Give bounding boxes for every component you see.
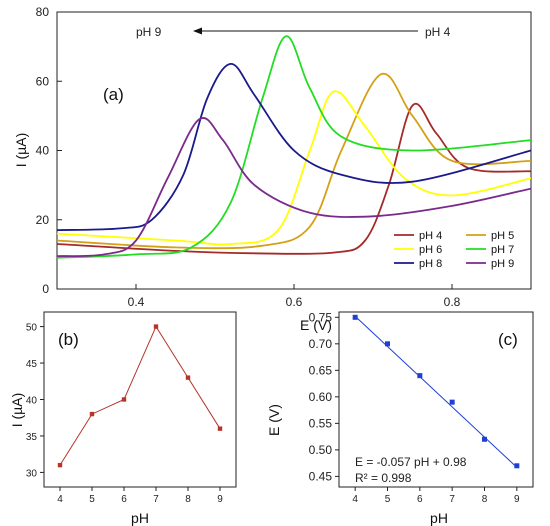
legend-label-ph-8: pH 8 [419, 258, 442, 270]
panel-c-point [385, 341, 390, 347]
series-line-ph-8 [57, 63, 531, 231]
legend-label-ph-9: pH 9 [491, 258, 514, 270]
legend-label-ph-6: pH 6 [419, 244, 442, 256]
panel-b-ylabel: I (µA) [9, 393, 25, 428]
panel-c-xtick-label: 7 [449, 494, 455, 505]
panel-c-ytick-label: 0.45 [309, 469, 333, 483]
panel-c-ytick-label: 0.75 [309, 310, 333, 324]
series-line-ph-7 [57, 35, 531, 259]
panel-b-ytick-label: 30 [26, 468, 38, 479]
series-line-ph-9 [57, 117, 531, 258]
panel-c-xlabel: pH [430, 510, 448, 526]
panel-c-title: E (V) [300, 317, 332, 333]
panel-b-ytick-label: 50 [26, 323, 38, 334]
panel-a-legend: pH 4 pH 5 pH 6 pH 7 pH 8 pH 9 [394, 230, 514, 270]
panel-b-xtick-label: 6 [121, 494, 127, 505]
panel-c-point [482, 436, 487, 442]
panel-a-ytick-label: 20 [36, 213, 50, 227]
panel-a: (a) I (µA) pH 9 pH 4 0 20 40 60 80 0.4 0.6 0.8 p… [13, 5, 532, 309]
panel-c-point [449, 399, 455, 405]
panel-b-ytick-label: 35 [26, 432, 38, 443]
panel-c-fit-line [354, 315, 518, 468]
annotation-left-label: pH 9 [136, 25, 162, 39]
fit-r2: R² = 0.998 [355, 471, 412, 485]
panel-b-point [185, 375, 191, 380]
panel-a-xtick-label: 0.4 [128, 295, 145, 309]
panel-b-point [89, 411, 95, 417]
panel-b-ytick-label: 40 [26, 396, 38, 407]
panel-b-xtick-label: 5 [89, 494, 95, 505]
series-line-ph-6 [57, 90, 531, 246]
annotation-arrow-head [193, 27, 202, 35]
panel-a-label: (a) [103, 85, 124, 104]
panel-b-xtick-label: 8 [185, 494, 191, 505]
panel-a-ylabel: I (µA) [13, 133, 29, 168]
panel-c-ylabel: E (V) [266, 404, 282, 436]
panel-a-ytick-label: 40 [36, 144, 50, 158]
panel-b-xlabel: pH [131, 510, 149, 526]
panel-a-ytick-label: 60 [36, 74, 50, 88]
series-line-ph-4 [57, 102, 531, 255]
legend-label-ph-4: pH 4 [419, 230, 442, 242]
panel-c-ytick-label: 0.55 [309, 416, 333, 430]
annotation-right-label: pH 4 [425, 25, 451, 39]
series-line-ph-5 [57, 72, 531, 250]
panel-a-ytick-label: 80 [36, 5, 50, 19]
panel-c-point [417, 373, 423, 379]
panel-c-point [514, 463, 520, 469]
panel-c-frame [338, 311, 534, 488]
panel-b-xtick-label: 7 [153, 494, 159, 505]
legend-label-ph-7: pH 7 [491, 244, 514, 256]
panel-c: (c) E (V) E (V) pH E = -0.057 pH + 0.98 … [266, 310, 534, 526]
panel-b-point [57, 462, 63, 468]
panel-c-ytick-label: 0.70 [309, 337, 333, 351]
panel-b-point [153, 324, 159, 329]
panel-b-point [121, 397, 127, 402]
panel-b-label: (b) [58, 330, 79, 349]
panel-c-xtick-label: 4 [352, 494, 358, 505]
fit-equation: E = -0.057 pH + 0.98 [355, 455, 467, 469]
panel-c-point [352, 314, 358, 320]
panel-c-xtick-label: 9 [514, 494, 520, 505]
legend-label-ph-5: pH 5 [491, 230, 514, 242]
panel-b-xtick-label: 4 [57, 494, 63, 505]
panel-c-ytick-label: 0.60 [309, 390, 333, 404]
panel-c-ytick-label: 0.50 [309, 443, 333, 457]
panel-c-xtick-label: 8 [482, 494, 488, 505]
panel-a-xtick-label: 0.6 [286, 295, 303, 309]
panel-c-xtick-label: 6 [417, 494, 423, 505]
panel-c-ytick-label: 0.65 [309, 363, 333, 377]
panel-a-curves [57, 35, 531, 259]
panel-c-label: (c) [498, 330, 518, 349]
panel-b-ytick-label: 45 [26, 359, 38, 370]
panel-b-series-line [59, 325, 221, 466]
panel-b-xtick-label: 9 [217, 494, 223, 505]
panel-b-point [217, 426, 223, 431]
panel-a-ytick-label: 0 [42, 282, 49, 296]
panel-a-xtick-label: 0.8 [444, 295, 461, 309]
panel-c-xtick-label: 5 [385, 494, 391, 505]
